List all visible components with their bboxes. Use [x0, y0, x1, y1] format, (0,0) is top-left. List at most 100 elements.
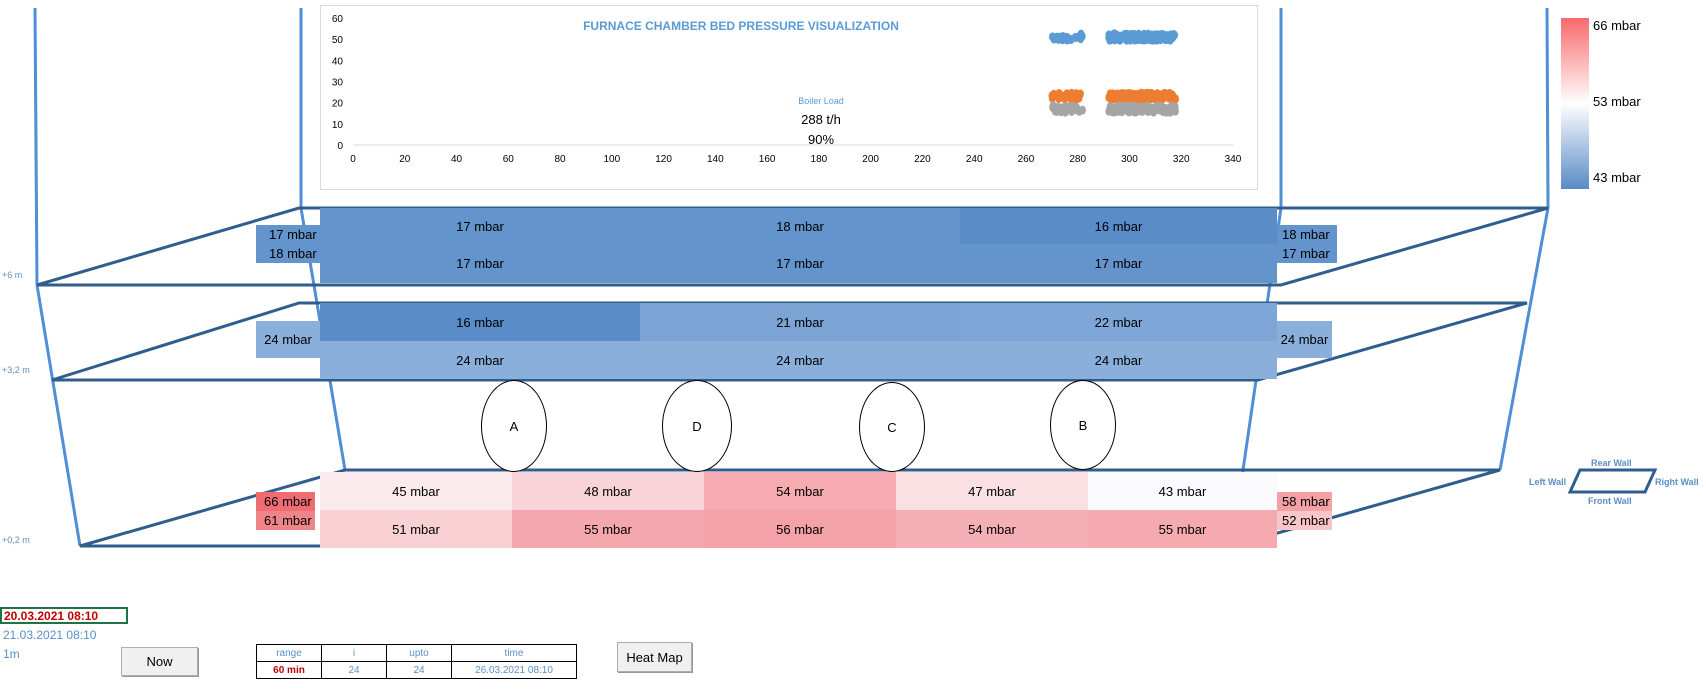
- color-scale-high: 66 mbar: [1593, 18, 1641, 33]
- interval-label: 1m: [3, 647, 20, 661]
- scatter-point: [1158, 102, 1166, 112]
- scatter-point: [1078, 105, 1086, 115]
- right-wall-cell: 18 mbar 17 mbar: [1277, 225, 1337, 263]
- scatter-point: [1072, 33, 1080, 43]
- heat-map-button[interactable]: Heat Map: [617, 642, 692, 672]
- pressure-cell: 45 mbar: [320, 472, 512, 510]
- scatter-point: [1117, 102, 1125, 112]
- left-wall-value: 66 mbar: [264, 494, 312, 509]
- x-tick-label: 40: [451, 154, 463, 165]
- pressure-cell: 17 mbar: [960, 244, 1277, 283]
- left-wall-cell: 17 mbar 18 mbar: [256, 225, 320, 263]
- range-header: range: [256, 644, 322, 662]
- scatter-point: [1161, 35, 1169, 45]
- pressure-cell: 17 mbar: [640, 244, 960, 283]
- color-scale-bar: [1561, 18, 1589, 189]
- level-label-top: +6 m: [2, 270, 23, 280]
- scatter-point: [1133, 107, 1141, 117]
- pressure-cell: 24 mbar: [640, 341, 960, 379]
- x-tick-label: 0: [350, 154, 356, 165]
- scatter-point: [1142, 104, 1150, 114]
- scatter-point: [1076, 89, 1084, 99]
- scatter-point: [1132, 91, 1140, 101]
- scatter-point: [1106, 35, 1114, 45]
- right-wall-cell: 24 mbar: [1277, 321, 1332, 358]
- now-button[interactable]: Now: [121, 647, 198, 676]
- scatter-point: [1055, 94, 1063, 104]
- bed-pressure-chart: 0 20 40 60 80 100 120 140 160 180 200 220 240 260 280 3…: [320, 5, 1258, 190]
- x-tick-label: 20: [399, 154, 411, 165]
- x-tick-label: 340: [1225, 154, 1242, 165]
- scatter-point: [1123, 104, 1131, 114]
- pressure-cell: 16 mbar: [320, 303, 640, 341]
- range-table: range i upto time 60 min 24 24 26.03.202…: [256, 644, 577, 679]
- range-value[interactable]: 60 min: [256, 661, 322, 679]
- y-tick-label: 20: [332, 99, 344, 110]
- boiler-load-percent: 90%: [807, 132, 835, 147]
- pressure-cell: 48 mbar: [512, 472, 704, 510]
- scatter-point: [1121, 29, 1129, 39]
- boiler-load-label: Boiler Load: [798, 96, 844, 106]
- index-value[interactable]: 24: [321, 661, 387, 679]
- scatter-point: [1067, 106, 1075, 116]
- selected-date-cell[interactable]: 20.03.2021 08:10: [0, 607, 128, 624]
- scatter-point: [1163, 105, 1171, 115]
- right-wall-value: 17 mbar: [1282, 246, 1330, 261]
- pressure-cell: 55 mbar: [512, 510, 704, 548]
- pressure-cell: 21 mbar: [640, 303, 960, 341]
- y-tick-label: 60: [332, 14, 344, 25]
- boiler-load-value: 288 t/h: [801, 112, 841, 127]
- color-scale-mid: 53 mbar: [1593, 94, 1641, 109]
- scatter-point: [1118, 89, 1126, 99]
- level-label-mid: +3,2 m: [2, 365, 30, 375]
- scatter-point: [1050, 89, 1058, 99]
- x-tick-label: 280: [1069, 154, 1086, 165]
- scatter-point: [1143, 31, 1151, 41]
- right-wall-value: 58 mbar: [1282, 494, 1330, 509]
- pressure-cell: 24 mbar: [320, 341, 640, 379]
- x-tick-label: 300: [1121, 154, 1138, 165]
- pressure-cell: 54 mbar: [896, 510, 1088, 548]
- burner-ellipse-a: A: [481, 380, 547, 472]
- y-tick-label: 30: [332, 78, 344, 89]
- scatter-point: [1050, 101, 1058, 111]
- x-tick-label: 80: [554, 154, 566, 165]
- y-tick-label: 0: [337, 141, 343, 152]
- pressure-cell: 24 mbar: [960, 341, 1277, 379]
- left-wall-value: 18 mbar: [269, 246, 317, 261]
- pressure-cell: 56 mbar: [704, 510, 896, 548]
- pressure-cell: 54 mbar: [704, 472, 896, 510]
- x-tick-label: 180: [811, 154, 828, 165]
- right-wall-cell: 58 mbar 52 mbar: [1277, 492, 1332, 530]
- scatter-point: [1152, 31, 1160, 41]
- burner-ellipse-c: C: [859, 382, 925, 472]
- y-tick-label: 50: [332, 35, 344, 46]
- pressure-cell: 17 mbar: [320, 244, 640, 283]
- scatter-point: [1056, 32, 1064, 42]
- scatter-point: [1062, 102, 1070, 112]
- scatter-point: [1142, 88, 1150, 98]
- burner-ellipse-d: D: [662, 380, 732, 472]
- scatter-point: [1063, 35, 1071, 45]
- scatter-point: [1170, 105, 1178, 115]
- pressure-cell: 18 mbar: [640, 208, 960, 244]
- x-tick-label: 320: [1173, 154, 1190, 165]
- pressure-cell: 43 mbar: [1088, 472, 1277, 510]
- upto-header: upto: [386, 644, 452, 662]
- left-wall-cell: 66 mbar 61 mbar: [256, 492, 315, 530]
- scatter-point: [1063, 89, 1071, 99]
- time-value[interactable]: 26.03.2021 08:10: [451, 661, 577, 679]
- x-tick-label: 100: [603, 154, 620, 165]
- x-tick-label: 160: [759, 154, 776, 165]
- pressure-cell: 22 mbar: [960, 303, 1277, 341]
- scatter-point: [1128, 31, 1136, 41]
- pressure-cell: 51 mbar: [320, 510, 512, 548]
- level-label-bottom: +0,2 m: [2, 535, 30, 545]
- orientation-rear-wall: Rear Wall: [1591, 458, 1632, 468]
- left-wall-value: 61 mbar: [264, 513, 312, 528]
- right-wall-value: 18 mbar: [1282, 227, 1330, 242]
- upto-value[interactable]: 24: [386, 661, 452, 679]
- color-scale-low: 43 mbar: [1593, 170, 1641, 185]
- burner-ellipse-b: B: [1050, 380, 1116, 470]
- pressure-cell: 47 mbar: [896, 472, 1088, 510]
